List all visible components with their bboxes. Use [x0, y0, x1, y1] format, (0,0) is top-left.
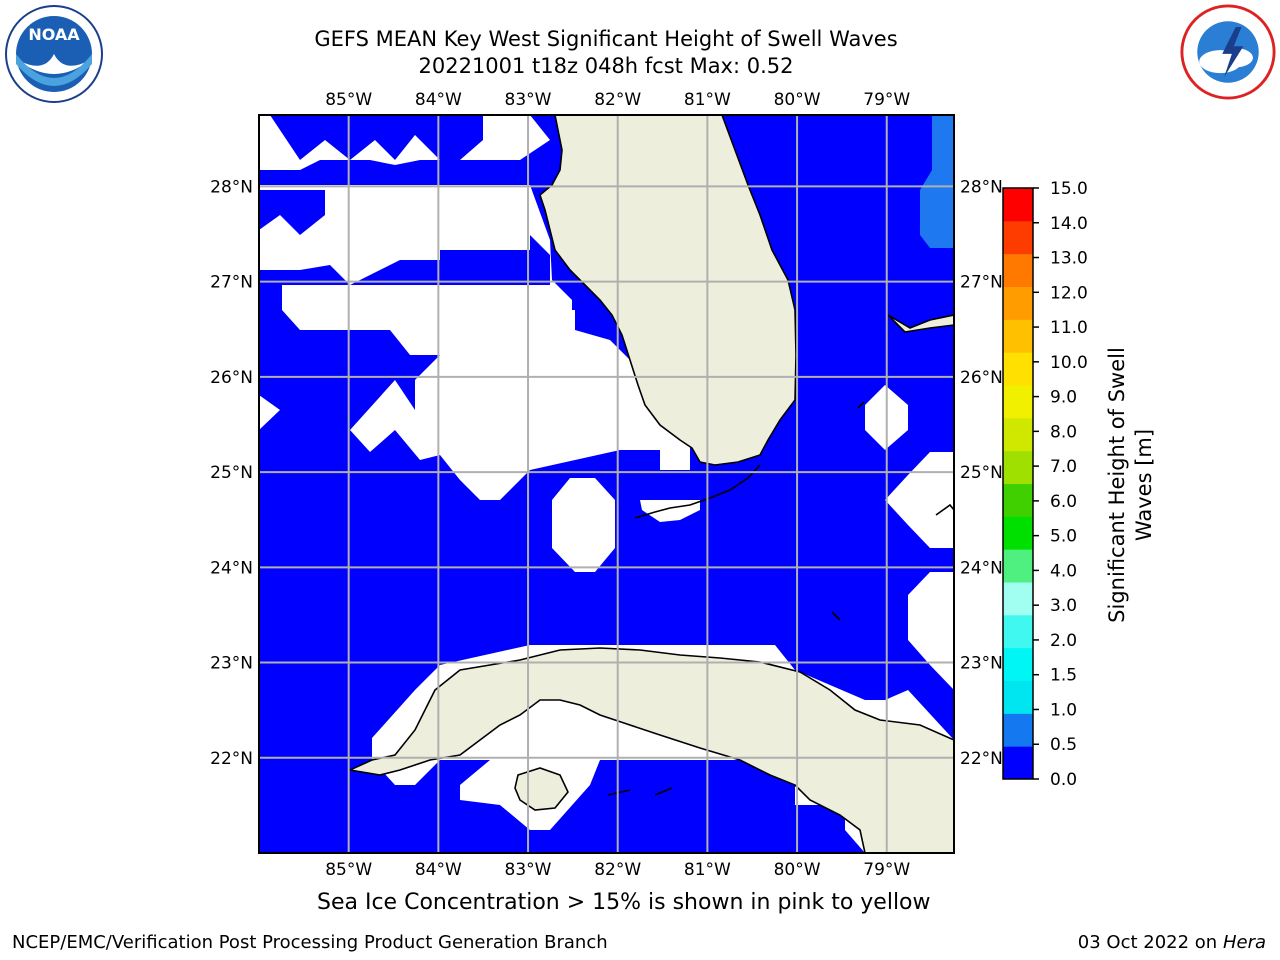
swell-patch-1m	[920, 115, 954, 248]
colorbar-tick-label: 1.5	[1050, 666, 1077, 686]
lat-tick-label-right: 25°N	[960, 463, 1003, 483]
chart-title: GEFS MEAN Key West Significant Height of…	[314, 27, 898, 51]
colorbar-tick-label: 1.0	[1050, 700, 1077, 720]
lon-tick-label-top: 79°W	[863, 90, 910, 110]
colorbar-segment	[1003, 713, 1033, 747]
footer-credit: NCEP/EMC/Verification Post Processing Pr…	[12, 932, 608, 953]
lon-tick-label-top: 85°W	[325, 90, 372, 110]
colorbar-segment	[1003, 549, 1033, 583]
no-data-region	[282, 285, 690, 500]
map-frame	[258, 114, 955, 854]
lon-tick-label-bottom: 81°W	[684, 860, 731, 880]
svg-text:NOAA: NOAA	[28, 25, 80, 44]
lon-tick-label-bottom: 82°W	[594, 860, 641, 880]
lon-tick-label-top: 82°W	[594, 90, 641, 110]
footer-date: 03 Oct 2022 on Hera	[1078, 932, 1266, 953]
land-cuba	[347, 647, 954, 853]
lat-tick-label-left: 22°N	[210, 749, 253, 769]
footer-host: Hera	[1222, 932, 1266, 953]
colorbar-segment	[1003, 188, 1033, 222]
lon-tick-label-top: 84°W	[415, 90, 462, 110]
colorbar-tick-label: 7.0	[1050, 457, 1077, 477]
colorbar-tick-label: 13.0	[1050, 249, 1088, 269]
noaa-logo-icon: NOAA	[5, 5, 103, 103]
colorbar-segment	[1003, 680, 1033, 714]
lat-tick-label-left: 25°N	[210, 463, 253, 483]
lon-tick-label-top: 83°W	[505, 90, 552, 110]
footer-date-text: 03 Oct 2022 on	[1077, 932, 1223, 953]
no-data-region	[259, 395, 280, 430]
lat-tick-label-left: 27°N	[210, 273, 253, 293]
colorbar-segment	[1003, 450, 1033, 484]
colorbar-segment	[1003, 385, 1033, 419]
lat-tick-label-right: 27°N	[960, 273, 1003, 293]
lat-tick-label-right: 24°N	[960, 558, 1003, 578]
colorbar-segment	[1003, 253, 1033, 287]
colorbar-segment	[1003, 417, 1033, 452]
lon-tick-label-top: 81°W	[684, 90, 731, 110]
lon-tick-label-bottom: 83°W	[505, 860, 552, 880]
colorbar-segment	[1003, 352, 1033, 386]
colorbar-segment	[1003, 319, 1033, 353]
lat-tick-label-left: 28°N	[210, 177, 253, 197]
chart-subtitle: 20221001 t18z 048h fcst Max: 0.52	[418, 54, 794, 78]
land-bahamas	[607, 401, 954, 796]
colorbar-title: Waves [m]	[1132, 429, 1156, 541]
map-area	[259, 115, 954, 853]
colorbar-tick-label: 6.0	[1050, 492, 1077, 512]
colorbar-tick-label: 14.0	[1050, 214, 1088, 234]
nws-logo-icon	[1180, 4, 1276, 100]
land-bahamas	[887, 314, 954, 333]
colorbar-segment	[1003, 220, 1033, 255]
lon-tick-label-top: 80°W	[774, 90, 821, 110]
lat-tick-label-right: 23°N	[960, 654, 1003, 674]
colorbar-tick-label: 12.0	[1050, 283, 1088, 303]
colorbar-segment	[1003, 746, 1033, 780]
lon-tick-label-bottom: 79°W	[863, 860, 910, 880]
colorbar-tick-label: 10.0	[1050, 353, 1088, 373]
sea-ice-note: Sea Ice Concentration > 15% is shown in …	[317, 890, 931, 915]
lon-tick-label-bottom: 84°W	[415, 860, 462, 880]
lon-tick-label-bottom: 85°W	[325, 860, 372, 880]
colorbar-tick-label: 8.0	[1050, 422, 1077, 442]
colorbar-tick-label: 0.0	[1050, 770, 1077, 790]
colorbar-tick-label: 15.0	[1050, 179, 1088, 199]
lat-tick-label-left: 24°N	[210, 558, 253, 578]
colorbar-segment	[1003, 286, 1033, 320]
lat-tick-label-right: 26°N	[960, 368, 1003, 388]
colorbar-segment	[1003, 647, 1033, 681]
no-data-region	[908, 572, 954, 690]
lat-tick-label-right: 22°N	[960, 749, 1003, 769]
map-tick-labels: 85°W 85°W 84°W 84°W 83°W 83°W 82°W 82°W 81°W 81°W…	[210, 90, 1003, 880]
no-data-region	[552, 478, 615, 572]
colorbar-segment	[1003, 516, 1033, 550]
colorbar-tick-label: 0.5	[1050, 735, 1077, 755]
colorbar-tick-label: 11.0	[1050, 318, 1088, 338]
colorbar-tick-label: 3.0	[1050, 596, 1077, 616]
lat-tick-label-right: 28°N	[960, 177, 1003, 197]
colorbar-segment	[1003, 614, 1033, 649]
colorbar-tick-label: 5.0	[1050, 527, 1077, 547]
colorbar-tick-label: 4.0	[1050, 561, 1077, 581]
colorbar-segment	[1003, 582, 1033, 616]
lon-tick-label-bottom: 80°W	[774, 860, 821, 880]
no-data-region	[885, 452, 954, 548]
colorbar-frame	[1002, 187, 1034, 780]
colorbar-tick-label: 2.0	[1050, 631, 1077, 651]
lat-tick-label-left: 26°N	[210, 368, 253, 388]
no-data-region	[259, 185, 572, 310]
no-data-region	[259, 115, 550, 170]
map-grid	[259, 115, 954, 853]
colorbar-tick-label: 9.0	[1050, 388, 1077, 408]
colorbar-segment	[1003, 483, 1033, 517]
lat-tick-label-left: 23°N	[210, 654, 253, 674]
colorbar-title: Significant Height of Swell	[1105, 347, 1129, 623]
land-keys	[634, 464, 761, 519]
colorbar: 0.0 0.5 1.0 1.5 2.0 3.0 4.0 5.0 6.0 7.0 8.0 9.0 10.0…	[1002, 179, 1156, 790]
